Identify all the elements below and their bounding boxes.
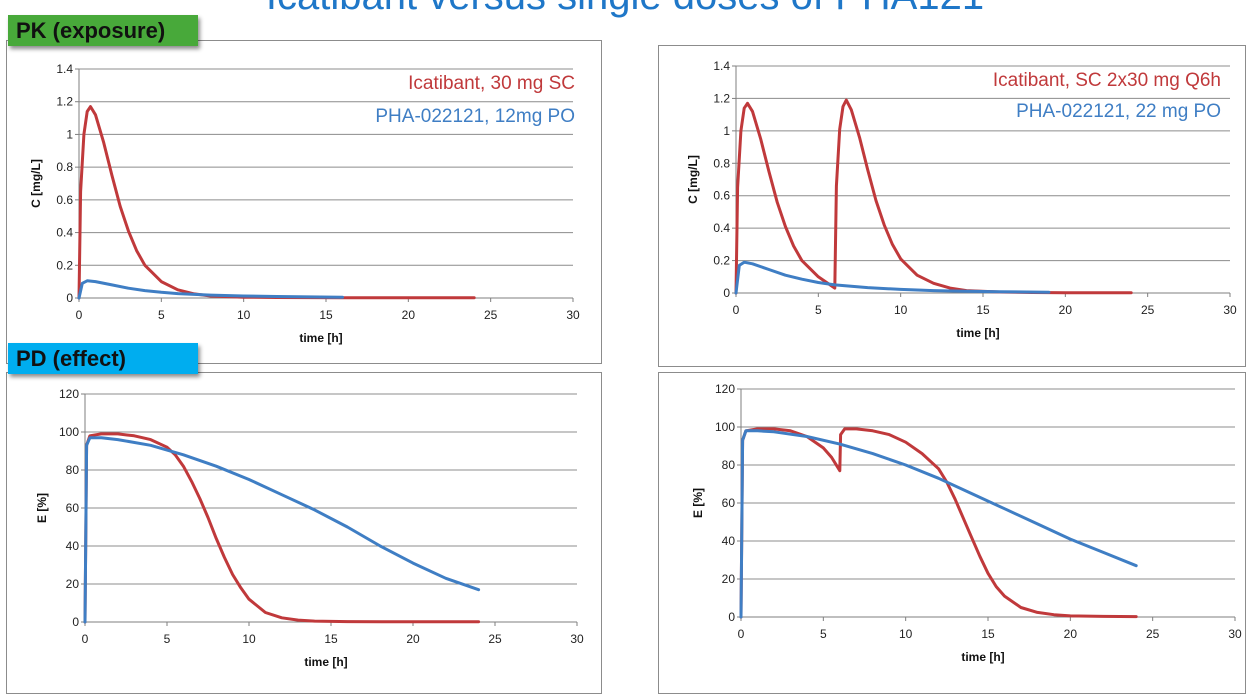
y-tick-label: 0.2: [713, 254, 730, 268]
y-tick-label: 0.6: [56, 193, 73, 207]
pk-exposure-label: PK (exposure): [8, 15, 198, 46]
x-tick-label: 25: [484, 308, 498, 322]
legend-entry: Icatibant, 30 mg SC: [408, 73, 575, 94]
x-tick-label: 30: [1223, 303, 1237, 317]
x-tick-label: 5: [164, 632, 171, 646]
legend: Icatibant, SC 2x30 mg Q6h PHA-022121, 22 …: [986, 69, 1227, 123]
y-tick-label: 60: [722, 496, 736, 510]
y-tick-label: 40: [66, 539, 80, 553]
series-line-icatibant: [734, 98, 1133, 295]
pd-single-dose-panel: 0 20 40 60 80 100 120 0 5 10 15 20 25 30 time [h] E [%]: [6, 372, 602, 694]
y-tick-label: 1.2: [56, 95, 73, 109]
x-tick-label: 5: [815, 303, 822, 317]
y-tick-label: 1.4: [713, 59, 730, 73]
x-tick-label: 20: [406, 632, 420, 646]
x-tick-label: 0: [76, 308, 83, 322]
y-tick-label: 40: [722, 534, 736, 548]
series-line-pha-022121: [83, 436, 481, 624]
x-tick-label: 20: [1059, 303, 1073, 317]
x-tick-label: 30: [570, 632, 584, 646]
y-tick-label: 60: [66, 501, 80, 515]
y-axis-title: C [mg/L]: [686, 155, 700, 204]
series-line-icatibant: [739, 427, 1138, 619]
x-tick-label: 15: [981, 627, 995, 641]
y-tick-label: 80: [722, 458, 736, 472]
legend-entry-background: [369, 105, 581, 128]
pd-double-dose-panel: 0 20 40 60 80 100 120 0 5 10 15 20 25 30 time [h] E [%]: [658, 372, 1246, 694]
pd-effect-label: PD (effect): [8, 343, 198, 374]
x-axis-title: time [h]: [961, 650, 1004, 664]
legend-entry: Icatibant, SC 2x30 mg Q6h: [993, 70, 1221, 91]
x-tick-label: 25: [1146, 627, 1160, 641]
y-tick-label: 0.6: [713, 189, 730, 203]
x-axis-title: time [h]: [304, 655, 347, 669]
pk-double-dose-panel: 0 0.2 0.4 0.6 0.8 1 1.2 1.4 0 5 10 15 20 25 30 time [h]…: [658, 45, 1246, 367]
y-tick-label: 0.4: [713, 221, 730, 235]
legend-entry: PHA-022121, 12mg PO: [375, 106, 575, 127]
legend-entry-background: [402, 72, 581, 95]
x-tick-label: 10: [237, 308, 251, 322]
x-tick-label: 15: [324, 632, 338, 646]
x-tick-label: 15: [976, 303, 990, 317]
y-axis-title: E [%]: [691, 488, 705, 518]
x-tick-label: 0: [733, 303, 740, 317]
series-line-icatibant: [83, 432, 481, 624]
legend-entry-background: [1010, 100, 1227, 123]
y-tick-label: 100: [59, 425, 79, 439]
x-tick-label: 5: [158, 308, 165, 322]
y-tick-label: 80: [66, 463, 80, 477]
y-tick-label: 120: [715, 382, 735, 396]
x-axis-title: time [h]: [956, 326, 999, 340]
y-tick-label: 1.4: [56, 62, 73, 76]
y-tick-label: 1.2: [713, 91, 730, 105]
x-tick-label: 10: [899, 627, 913, 641]
series-line-icatibant: [77, 105, 476, 300]
x-tick-label: 25: [1141, 303, 1155, 317]
legend-entry-background: [986, 69, 1227, 92]
x-tick-label: 0: [82, 632, 89, 646]
y-axis-title: E [%]: [35, 493, 49, 523]
y-tick-label: 0: [72, 615, 79, 629]
pk-single-dose-panel: 0 0.2 0.4 0.6 0.8 1 1.2 1.4 0 5 10 15 20 25 30 time [h]…: [6, 40, 602, 364]
y-tick-label: 0.2: [56, 258, 73, 272]
legend: Icatibant, 30 mg SC PHA-022121, 12mg PO: [369, 72, 581, 128]
y-tick-label: 0: [66, 291, 73, 305]
y-tick-label: 0.8: [713, 156, 730, 170]
pd-single-dose-chart: 0 20 40 60 80 100 120 0 5 10 15 20 25 30 time [h] E [%]: [35, 387, 584, 669]
y-tick-label: 1: [66, 127, 73, 141]
y-tick-label: 0.4: [56, 226, 73, 240]
y-tick-label: 1: [723, 124, 730, 138]
slide-title: Icatibant versus single doses of PHA121: [0, 0, 1250, 19]
legend-entry: PHA-022121, 22 mg PO: [1016, 101, 1221, 122]
x-tick-label: 20: [402, 308, 416, 322]
y-tick-label: 0: [723, 286, 730, 300]
y-tick-label: 0: [728, 610, 735, 624]
x-tick-label: 30: [566, 308, 580, 322]
y-tick-label: 100: [715, 420, 735, 434]
x-axis-title: time [h]: [299, 331, 342, 345]
x-tick-label: 5: [820, 627, 827, 641]
pk-double-dose-chart: 0 0.2 0.4 0.6 0.8 1 1.2 1.4 0 5 10 15 20 25 30 time [h]…: [686, 59, 1237, 340]
y-tick-label: 20: [66, 577, 80, 591]
y-axis-title: C [mg/L]: [29, 159, 43, 208]
series-line-pha-022121: [734, 260, 1051, 295]
pk-single-dose-chart: 0 0.2 0.4 0.6 0.8 1 1.2 1.4 0 5 10 15 20 25 30 time [h]…: [29, 62, 581, 345]
pd-double-dose-chart: 0 20 40 60 80 100 120 0 5 10 15 20 25 30 time [h] E [%]: [691, 382, 1242, 664]
y-tick-label: 120: [59, 387, 79, 401]
x-tick-label: 10: [894, 303, 908, 317]
y-tick-label: 0.8: [56, 160, 73, 174]
x-tick-label: 25: [488, 632, 502, 646]
x-tick-label: 0: [738, 627, 745, 641]
x-tick-label: 15: [319, 308, 333, 322]
x-tick-label: 30: [1228, 627, 1242, 641]
series-line-pha-022121: [77, 279, 344, 300]
x-tick-label: 20: [1064, 627, 1078, 641]
y-tick-label: 20: [722, 572, 736, 586]
series-line-pha-022121: [739, 429, 1138, 619]
x-tick-label: 10: [242, 632, 256, 646]
